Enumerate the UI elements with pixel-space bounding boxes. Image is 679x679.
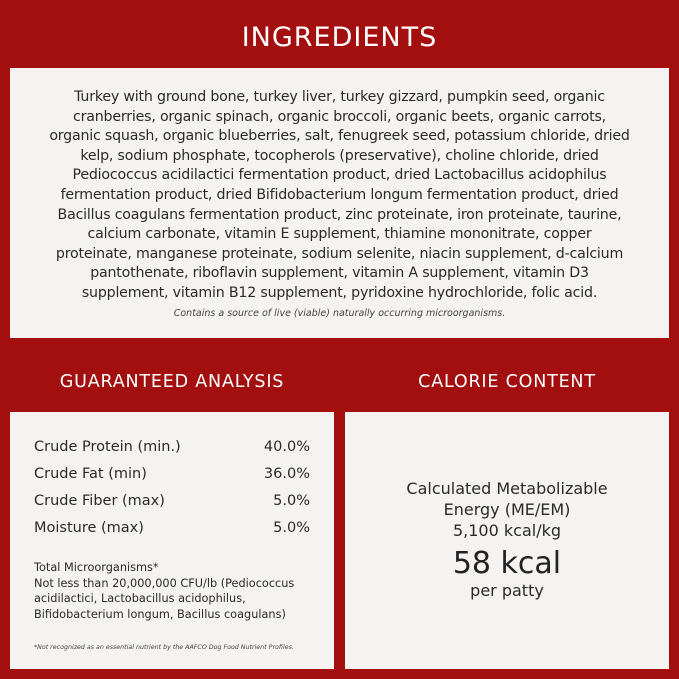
kcal-per-patty: 58 kcal <box>452 546 562 581</box>
ingredients-line: Turkey with ground bone, turkey liver, t… <box>74 89 605 105</box>
ingredients-list: Turkey with ground bone, turkey liver, t… <box>10 88 669 304</box>
microorganisms-line: Not less than 20,000,000 CFU/lb (Pedioco… <box>34 576 295 590</box>
microorganisms-line: Bifidobacterium longum, Bacillus coagula… <box>34 607 286 621</box>
per-patty-label: per patty <box>470 581 544 600</box>
ingredients-panel: Turkey with ground bone, turkey liver, t… <box>10 68 669 338</box>
analysis-value: 5.0% <box>273 493 310 509</box>
ingredients-note: Contains a source of live (viable) natur… <box>173 307 506 319</box>
analysis-row: Crude Fiber (max) 5.0% <box>34 488 310 515</box>
calorie-line: 5,100 kcal/kg <box>452 521 561 540</box>
analysis-label: Moisture (max) <box>34 520 144 536</box>
calorie-line: Energy (ME/EM) <box>443 500 571 519</box>
ingredients-line: fermentation product, dried Bifidobacter… <box>60 186 619 203</box>
ingredients-title: INGREDIENTS <box>241 22 438 53</box>
analysis-title: GUARANTEED ANALYSIS <box>59 372 285 392</box>
microorganisms-title: Total Microorganisms* <box>34 561 159 574</box>
ingredients-line: supplement, vitamin B12 supplement, pyri… <box>81 284 598 301</box>
footnote: *Not recognized as an essential nutrient… <box>34 644 294 651</box>
analysis-label: Crude Fiber (max) <box>34 493 165 509</box>
microorganisms-block: Total Microorganisms* Not less than 20,0… <box>34 560 310 622</box>
ingredients-line: kelp, sodium phosphate, tocopherols (pre… <box>80 147 599 164</box>
microorganisms-line: acidilactici, Lactobacillus acidophilus, <box>34 592 246 605</box>
ingredients-line: pantothenate, riboflavin supplement, vit… <box>90 265 589 282</box>
analysis-row: Crude Fat (min) 36.0% <box>34 461 310 488</box>
analysis-row: Moisture (max) 5.0% <box>34 515 310 542</box>
analysis-panel: Crude Protein (min.) 40.0% Crude Fat (min)… <box>10 412 334 669</box>
analysis-value: 40.0% <box>263 439 310 455</box>
analysis-label: Crude Protein (min.) <box>34 439 181 455</box>
calorie-line: Calculated Metabolizable <box>406 479 608 498</box>
analysis-value: 5.0% <box>273 520 310 536</box>
ingredients-line: Bacillus coagulans fermentation product,… <box>57 206 622 223</box>
ingredients-line: calcium carbonate, vitamin E supplement,… <box>87 226 592 243</box>
ingredients-line: proteinate, manganese proteinate, sodium… <box>55 245 624 262</box>
ingredients-line: organic squash, organic blueberries, sal… <box>49 128 630 145</box>
analysis-label: Crude Fat (min) <box>34 466 147 482</box>
analysis-row: Crude Protein (min.) 40.0% <box>34 434 310 461</box>
calorie-title: CALORIE CONTENT <box>418 372 596 392</box>
analysis-value: 36.0% <box>263 466 310 482</box>
ingredients-line: Pediococcus acidilactici fermentation pr… <box>72 167 607 184</box>
calorie-panel: Calculated Metabolizable Energy (ME/EM) … <box>345 412 669 669</box>
ingredients-line: cranberries, organic spinach, organic br… <box>73 108 606 125</box>
